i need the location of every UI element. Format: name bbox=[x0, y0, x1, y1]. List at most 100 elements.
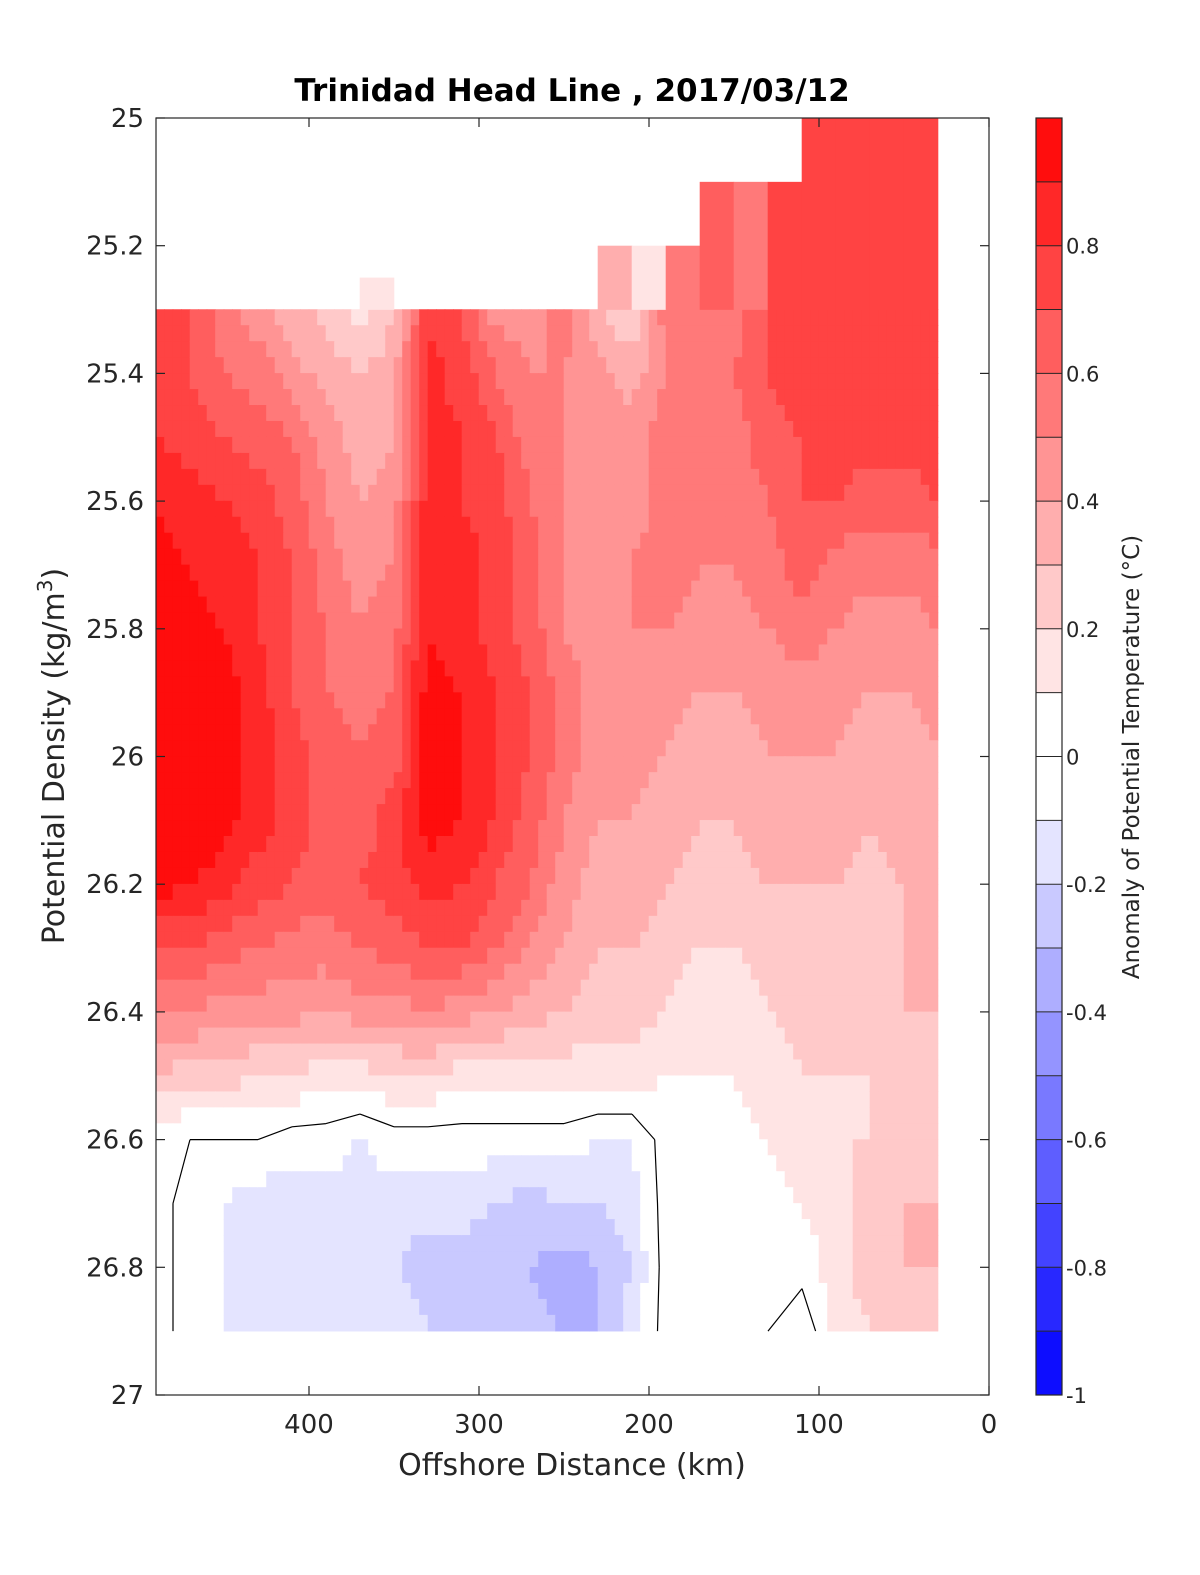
contour-cell bbox=[495, 389, 505, 406]
contour-cell bbox=[631, 1075, 641, 1093]
contour-cell bbox=[920, 628, 930, 646]
contour-cell bbox=[283, 836, 293, 853]
contour-cell bbox=[385, 1123, 395, 1140]
contour-cell bbox=[538, 420, 548, 438]
contour-cell bbox=[614, 612, 624, 630]
contour-cell bbox=[172, 1139, 182, 1156]
contour-cell bbox=[640, 740, 650, 757]
contour-cell bbox=[827, 309, 837, 326]
contour-cell bbox=[818, 1107, 828, 1124]
contour-cell bbox=[793, 724, 803, 741]
contour-cell bbox=[181, 963, 191, 981]
contour-cell bbox=[801, 325, 811, 342]
contour-cell bbox=[869, 756, 879, 773]
contour-cell bbox=[342, 883, 352, 901]
contour-cell bbox=[529, 452, 539, 470]
contour-cell bbox=[274, 1011, 284, 1029]
contour-cell bbox=[742, 915, 752, 933]
contour-cell bbox=[793, 468, 803, 486]
contour-cell bbox=[861, 628, 871, 646]
contour-cell bbox=[368, 420, 378, 438]
contour-cell bbox=[206, 931, 216, 949]
contour-cell bbox=[538, 851, 548, 869]
contour-cell bbox=[317, 612, 327, 630]
contour-cell bbox=[249, 692, 259, 709]
contour-cell bbox=[206, 995, 216, 1013]
contour-cell bbox=[461, 357, 471, 374]
contour-cell bbox=[155, 995, 165, 1013]
contour-cell bbox=[691, 532, 701, 550]
contour-cell bbox=[232, 740, 242, 757]
contour-cell bbox=[504, 516, 514, 534]
contour-cell bbox=[869, 1011, 879, 1029]
contour-cell bbox=[793, 1011, 803, 1029]
contour-cell bbox=[240, 1155, 250, 1172]
contour-cell bbox=[801, 596, 811, 614]
contour-cell bbox=[351, 883, 361, 901]
contour-cell bbox=[657, 580, 667, 598]
contour-cell bbox=[912, 756, 922, 773]
contour-cell bbox=[308, 644, 318, 662]
contour-cell bbox=[920, 596, 930, 614]
contour-cell bbox=[852, 644, 862, 662]
contour-cell bbox=[283, 979, 293, 997]
contour-cell bbox=[232, 628, 242, 646]
contour-cell bbox=[682, 325, 692, 342]
contour-cell bbox=[274, 580, 284, 598]
contour-cell bbox=[674, 836, 684, 853]
contour-cell bbox=[206, 1123, 216, 1140]
contour-cell bbox=[631, 1043, 641, 1061]
contour-cell bbox=[470, 436, 480, 454]
contour-cell bbox=[538, 883, 548, 901]
contour-cell bbox=[869, 899, 879, 917]
contour-cell bbox=[189, 947, 199, 965]
contour-cell bbox=[495, 341, 505, 358]
contour-cell bbox=[640, 389, 650, 406]
contour-cell bbox=[895, 309, 905, 326]
contour-cell bbox=[699, 851, 709, 869]
contour-cell bbox=[818, 309, 828, 326]
contour-cell bbox=[359, 963, 369, 981]
contour-cell bbox=[920, 724, 930, 741]
contour-cell bbox=[368, 596, 378, 614]
contour-cell bbox=[529, 931, 539, 949]
contour-cell bbox=[334, 1075, 344, 1093]
contour-cell bbox=[623, 564, 633, 582]
contour-cell bbox=[521, 772, 531, 789]
contour-cell bbox=[521, 644, 531, 662]
contour-cell bbox=[912, 676, 922, 693]
contour-cell bbox=[274, 883, 284, 901]
contour-cell bbox=[665, 1011, 675, 1029]
contour-cell bbox=[606, 820, 616, 837]
contour-cell bbox=[665, 1043, 675, 1061]
contour-cell bbox=[164, 612, 174, 630]
contour-cell bbox=[368, 644, 378, 662]
contour-cell bbox=[597, 484, 607, 502]
contour-cell bbox=[682, 341, 692, 358]
contour-cell bbox=[759, 436, 769, 454]
contour-cell bbox=[172, 836, 182, 853]
contour-cell bbox=[546, 564, 556, 582]
contour-cell bbox=[181, 628, 191, 646]
contour-cell bbox=[461, 979, 471, 997]
contour-cell bbox=[410, 883, 420, 901]
contour-cell bbox=[657, 899, 667, 917]
contour-cell bbox=[444, 851, 454, 869]
contour-cell bbox=[419, 740, 429, 757]
contour-cell bbox=[563, 708, 573, 725]
contour-cell bbox=[478, 963, 488, 981]
contour-cell bbox=[793, 1107, 803, 1124]
contour-cell bbox=[699, 804, 709, 821]
contour-cell bbox=[164, 405, 174, 422]
contour-cell bbox=[215, 660, 225, 677]
contour-cell bbox=[240, 341, 250, 358]
contour-cell bbox=[920, 979, 930, 997]
contour-cell bbox=[878, 1123, 888, 1140]
contour-cell bbox=[419, 1027, 429, 1045]
contour-cell bbox=[410, 452, 420, 470]
contour-cell bbox=[767, 628, 777, 646]
contour-cell bbox=[555, 708, 565, 725]
contour-cell bbox=[325, 1139, 335, 1156]
contour-cell bbox=[291, 1027, 301, 1045]
contour-cell bbox=[589, 724, 599, 741]
